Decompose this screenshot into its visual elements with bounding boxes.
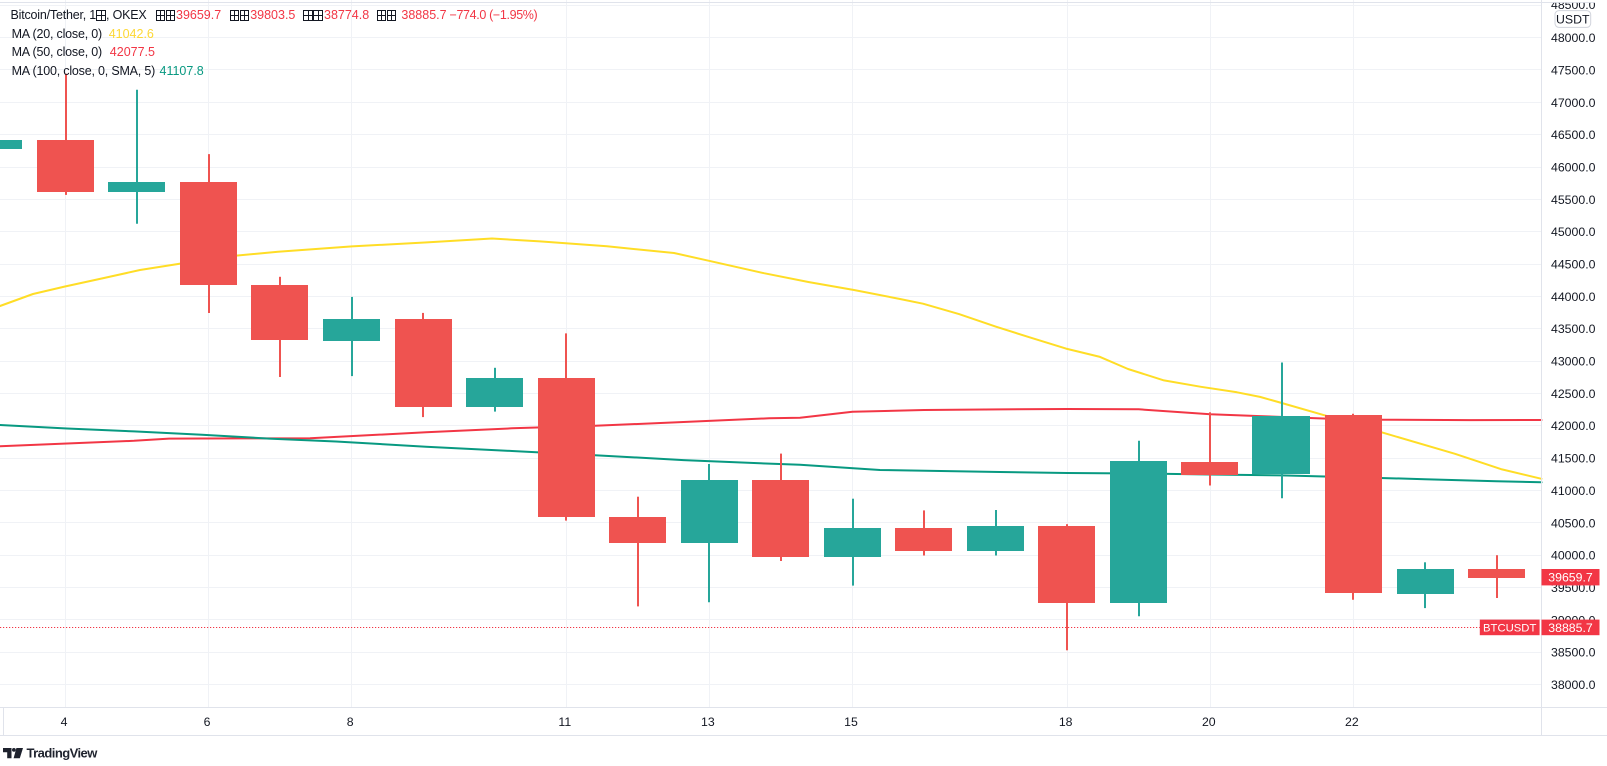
svg-text:38500.0: 38500.0 xyxy=(1551,646,1596,660)
svg-text:18: 18 xyxy=(1059,715,1073,729)
svg-text:48500.0: 48500.0 xyxy=(1551,0,1596,12)
svg-text:15: 15 xyxy=(844,715,858,729)
svg-text:42500.0: 42500.0 xyxy=(1551,387,1596,401)
svg-text:43000.0: 43000.0 xyxy=(1551,355,1596,369)
svg-text:45500.0: 45500.0 xyxy=(1551,193,1596,207)
svg-text:46000.0: 46000.0 xyxy=(1551,160,1596,174)
svg-text:11: 11 xyxy=(558,715,571,729)
svg-text:45000.0: 45000.0 xyxy=(1551,225,1596,239)
svg-text:6: 6 xyxy=(204,715,211,729)
svg-text:41500.0: 41500.0 xyxy=(1551,452,1596,466)
svg-text:44000.0: 44000.0 xyxy=(1551,290,1596,304)
svg-text:41000.0: 41000.0 xyxy=(1551,484,1596,498)
svg-text:48000.0: 48000.0 xyxy=(1551,31,1596,45)
svg-text:46500.0: 46500.0 xyxy=(1551,128,1596,142)
svg-text:TradingView: TradingView xyxy=(27,745,99,760)
svg-text:44500.0: 44500.0 xyxy=(1551,258,1596,272)
svg-text:38000.0: 38000.0 xyxy=(1551,678,1596,692)
svg-text:8: 8 xyxy=(347,715,354,729)
svg-text:13: 13 xyxy=(701,715,715,729)
svg-text:4: 4 xyxy=(61,715,68,729)
svg-text:40500.0: 40500.0 xyxy=(1551,516,1596,530)
svg-text:40000.0: 40000.0 xyxy=(1551,549,1596,563)
svg-text:38885.7: 38885.7 xyxy=(1548,621,1593,635)
svg-text:47500.0: 47500.0 xyxy=(1551,63,1596,77)
svg-text:42000.0: 42000.0 xyxy=(1551,419,1596,433)
svg-text:USDT: USDT xyxy=(1556,12,1590,26)
svg-text:22: 22 xyxy=(1345,715,1359,729)
svg-text:20: 20 xyxy=(1202,715,1216,729)
svg-text:47000.0: 47000.0 xyxy=(1551,96,1596,110)
svg-text:43500.0: 43500.0 xyxy=(1551,322,1596,336)
svg-text:BTCUSDT: BTCUSDT xyxy=(1483,622,1536,634)
svg-text:39659.7: 39659.7 xyxy=(1548,571,1593,585)
